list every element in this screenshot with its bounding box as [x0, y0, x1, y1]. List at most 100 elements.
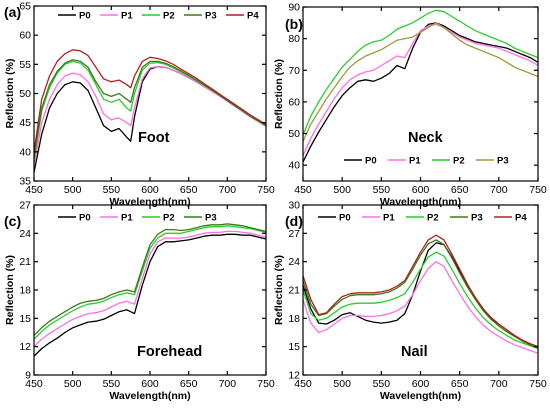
y-tick-label: 50: [288, 128, 300, 140]
y-tick-label: 35: [19, 176, 31, 188]
panel-letter: (a): [4, 4, 21, 20]
panel-forehead: 450 500 550 600 650 700 750 9 12 15 18 21 24 27 Wavele…: [4, 200, 275, 403]
region-label: Neck: [408, 130, 444, 146]
legend-label-p3: P3: [205, 213, 217, 224]
panel-letter: (b): [285, 16, 303, 32]
region-label: Forehead: [137, 344, 202, 360]
y-tick-label: 40: [19, 146, 31, 158]
x-tick-label: 700: [219, 184, 237, 196]
x-tick-label: 750: [529, 378, 547, 390]
x-tick-label: 600: [412, 184, 430, 196]
legend: P0 P1 P2 P3 P4: [318, 213, 527, 224]
y-tick-label: 80: [288, 33, 300, 45]
series-line-p1: [34, 67, 266, 167]
series-line-p3: [303, 23, 538, 142]
y-tick-label: 21: [19, 256, 31, 268]
legend-label-p1: P1: [121, 11, 133, 22]
y-tick-label: 15: [288, 341, 300, 353]
legend-label-p0: P0: [79, 11, 91, 22]
x-tick-label: 650: [180, 184, 198, 196]
y-axis-label: Reflection (%): [4, 58, 16, 128]
x-tick-label: 550: [373, 378, 391, 390]
legend: P0 P1 P2 P3: [58, 213, 217, 224]
y-tick-label: 24: [19, 228, 31, 240]
y-tick-label: 15: [19, 313, 31, 325]
legend-label-p0: P0: [365, 156, 377, 167]
x-tick-label: 700: [490, 378, 508, 390]
y-axis-label: Reflection (%): [273, 59, 285, 129]
x-tick-label: 750: [257, 184, 275, 196]
panel-foot: 450 500 550 600 650 700 75035404550556065Wavel…: [4, 1, 275, 209]
region-label: Nail: [401, 344, 428, 360]
y-tick-label: 45: [19, 117, 31, 129]
x-axis-label: Wavelength(nm): [109, 390, 190, 402]
series-line-p0: [34, 67, 266, 173]
y-tick-label: 27: [288, 228, 300, 240]
legend: P0 P1 P2 P3: [344, 156, 509, 167]
x-tick-label: 650: [451, 378, 469, 390]
region-label: Foot: [138, 130, 170, 146]
y-tick-label: 24: [288, 256, 300, 268]
x-tick-label: 600: [141, 378, 159, 390]
legend-label-p1: P1: [409, 156, 421, 167]
legend-label-p2: P2: [453, 156, 465, 167]
series-line-p0: [34, 234, 266, 356]
y-tick-label: 9: [25, 370, 31, 382]
panel-letter: (c): [4, 213, 21, 229]
series-line-p3: [34, 224, 266, 335]
x-tick-label: 600: [412, 378, 430, 390]
legend-label-p4: P4: [247, 11, 259, 22]
x-tick-label: 450: [294, 184, 312, 196]
panel-nail: 450 500 550 600 650 700 750 12 15 18 21 24 27 30 Wavel…: [273, 200, 547, 403]
y-tick-label: 40: [288, 160, 300, 172]
y-tick-label: 60: [19, 30, 31, 42]
legend-label-p1: P1: [383, 213, 395, 224]
x-tick-label: 700: [490, 184, 508, 196]
series-line-p3: [303, 240, 538, 348]
x-tick-label: 600: [141, 184, 159, 196]
y-tick-label: 12: [288, 370, 300, 382]
x-tick-label: 500: [64, 184, 82, 196]
legend-label-p2: P2: [163, 11, 175, 22]
x-tick-label: 550: [373, 184, 391, 196]
x-tick-label: 750: [529, 184, 547, 196]
y-axis-label: Reflection (%): [273, 255, 285, 325]
x-tick-label: 650: [180, 378, 198, 390]
legend-label-p3: P3: [205, 11, 217, 22]
legend: P0 P1 P2 P3 P4: [58, 11, 259, 22]
panel-neck: 450 500 550 600 650 700 750405060708090Wavelen…: [273, 2, 547, 209]
legend-label-p1: P1: [121, 213, 133, 224]
y-tick-label: 21: [288, 285, 300, 297]
y-tick-label: 55: [19, 59, 31, 71]
legend-label-p2: P2: [427, 213, 439, 224]
x-tick-label: 700: [219, 378, 237, 390]
x-tick-label: 650: [451, 184, 469, 196]
legend-label-p3: P3: [497, 156, 509, 167]
panel-letter: (d): [285, 213, 303, 229]
series-line-p1: [303, 262, 538, 354]
y-tick-label: 18: [288, 313, 300, 325]
legend-label-p0: P0: [339, 213, 351, 224]
x-tick-label: 750: [257, 378, 275, 390]
y-tick-label: 18: [19, 285, 31, 297]
x-tick-label: 500: [64, 378, 82, 390]
x-tick-label: 550: [103, 184, 121, 196]
legend-label-p2: P2: [163, 213, 175, 224]
y-tick-label: 27: [19, 200, 31, 212]
legend-label-p3: P3: [471, 213, 483, 224]
x-axis-label: Wavelength(nm): [380, 390, 461, 402]
y-tick-label: 90: [288, 2, 300, 14]
y-tick-label: 12: [19, 341, 31, 353]
y-tick-label: 30: [288, 200, 300, 212]
x-tick-label: 550: [103, 378, 121, 390]
y-axis-label: Reflection (%): [4, 255, 16, 325]
series-line-p0: [303, 243, 538, 347]
legend-label-p4: P4: [515, 213, 527, 224]
y-tick-label: 50: [19, 88, 31, 100]
legend-label-p0: P0: [79, 213, 91, 224]
series-line-p4: [303, 235, 538, 347]
x-tick-label: 500: [333, 184, 351, 196]
plot-frame: [34, 6, 266, 181]
y-tick-label: 70: [288, 65, 300, 77]
